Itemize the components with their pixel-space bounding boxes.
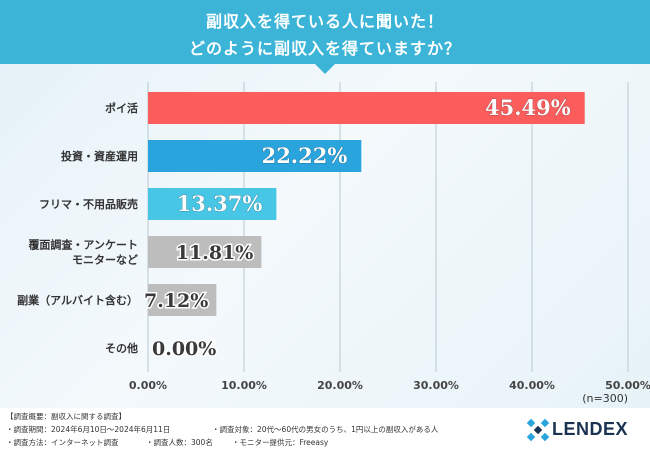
category-label: 覆面調査・アンケート (28, 238, 138, 252)
value-label: 45.49% (485, 95, 571, 120)
category-label: ポイ活 (105, 101, 138, 115)
sample-size-note: (n=300) (582, 392, 628, 405)
title-banner (0, 0, 650, 64)
bar (148, 140, 362, 172)
bar (148, 188, 277, 220)
survey-count: ・調査人数：300名 (146, 438, 213, 447)
bar (148, 92, 585, 124)
value-label: 7.12% (144, 290, 208, 312)
survey-method: ・調査方法：インターネット調査 (6, 438, 119, 447)
chart-title-line-2: どのように副収入を得ていますか？ (188, 39, 461, 58)
survey-heading: 【調査概要：副収入に関する調査】 (6, 412, 126, 421)
category-label: 副業（アルバイト含む） (17, 293, 138, 307)
value-label: 22.22% (262, 143, 348, 168)
value-label: 11.81% (176, 242, 254, 264)
value-label: 0.00% (152, 338, 216, 360)
x-tick-label: 30.00% (413, 379, 459, 392)
x-tick-label: 50.00% (605, 379, 650, 392)
lendex-logo-icon (526, 418, 550, 442)
title-banner-pointer (314, 63, 336, 74)
x-tick-label: 20.00% (317, 379, 363, 392)
x-tick-label: 40.00% (509, 379, 555, 392)
category-label: フリマ・不用品販売 (39, 197, 138, 211)
survey-target: ・調査対象：20代～60代の男女のうち、1円以上の副収入がある人 (212, 425, 439, 434)
value-label: 13.37% (177, 191, 263, 216)
chart-title-line-1: 副収入を得ている人に聞いた！ (205, 12, 444, 31)
x-tick-label: 10.00% (221, 379, 267, 392)
footer-panel (0, 408, 650, 450)
brand-name: LENDEX (552, 419, 629, 439)
category-label: 投資・資産運用 (61, 149, 138, 163)
category-label: その他 (105, 341, 138, 355)
bar (148, 236, 262, 268)
survey-provider: ・モニター提供元：Freeasy (232, 438, 329, 447)
survey-period: ・調査期間：2024年6月10日～2024年6月11日 (6, 425, 171, 434)
bar (148, 284, 217, 316)
x-tick-label: 0.00% (129, 379, 167, 392)
category-label: モニターなど (72, 254, 138, 267)
